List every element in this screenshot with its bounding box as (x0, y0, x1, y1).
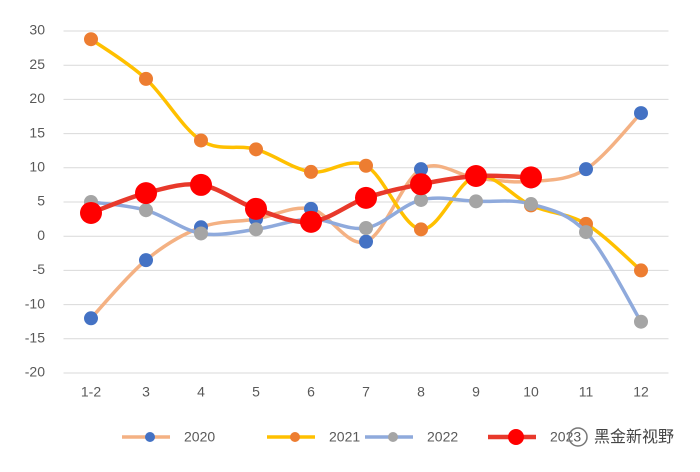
y-tick-label: -20 (25, 364, 45, 380)
data-point (194, 226, 208, 241)
data-point (135, 182, 157, 205)
series-line (89, 111, 643, 321)
data-point (190, 173, 212, 196)
data-point (359, 234, 373, 249)
x-tick-label: 5 (252, 384, 260, 400)
data-point (139, 71, 153, 86)
x-tick-label: 1-2 (81, 384, 101, 400)
data-point (249, 222, 263, 237)
watermark-icon (568, 427, 588, 447)
data-point (300, 210, 322, 233)
data-point (194, 133, 208, 148)
legend-label: 2023 (550, 429, 581, 445)
y-tick-label: -15 (25, 330, 45, 346)
data-point (469, 194, 483, 209)
data-point (579, 225, 593, 240)
x-tick-label: 9 (472, 384, 480, 400)
watermark: 黑金新视野 (594, 428, 674, 446)
data-point (139, 253, 153, 268)
data-point (634, 106, 648, 121)
data-point (414, 192, 428, 207)
data-point (465, 165, 487, 188)
y-tick-label: 10 (29, 159, 45, 175)
data-point (520, 166, 542, 189)
data-point (579, 162, 593, 177)
x-tick-label: 6 (307, 384, 315, 400)
legend-marker (290, 432, 300, 442)
legend-label: 2021 (329, 429, 360, 445)
data-point (410, 173, 432, 196)
x-tick-label: 11 (579, 384, 594, 400)
data-point (414, 222, 428, 237)
data-point (634, 263, 648, 278)
x-tick-label: 8 (417, 384, 425, 400)
data-point (524, 197, 538, 212)
data-point (80, 201, 102, 224)
legend-label: 2022 (427, 429, 458, 445)
x-tick-label: 10 (523, 384, 539, 400)
data-point (634, 314, 648, 329)
data-point (245, 197, 267, 220)
data-point (355, 186, 377, 209)
y-tick-label: -10 (25, 295, 45, 311)
data-point (359, 158, 373, 173)
data-point (84, 311, 98, 326)
y-tick-label: 5 (37, 193, 45, 209)
y-tick-label: -5 (33, 261, 46, 277)
data-point (249, 142, 263, 157)
y-tick-label: 20 (29, 90, 45, 106)
y-tick-label: 15 (29, 124, 45, 140)
x-tick-label: 3 (142, 384, 150, 400)
data-point (414, 162, 428, 177)
x-tick-label: 4 (197, 384, 205, 400)
legend-marker (145, 432, 155, 442)
data-point (304, 164, 318, 179)
x-tick-label: 7 (362, 384, 370, 400)
data-point (139, 203, 153, 218)
legend-marker (388, 432, 398, 442)
y-tick-label: 30 (29, 22, 45, 38)
legend-label: 2020 (184, 429, 215, 445)
x-tick-label: 12 (633, 384, 649, 400)
data-point (359, 220, 373, 235)
y-tick-label: 0 (37, 227, 45, 243)
data-point (84, 32, 98, 47)
legend-marker (508, 429, 524, 445)
series-line (89, 196, 643, 324)
y-tick-label: 25 (29, 56, 45, 72)
